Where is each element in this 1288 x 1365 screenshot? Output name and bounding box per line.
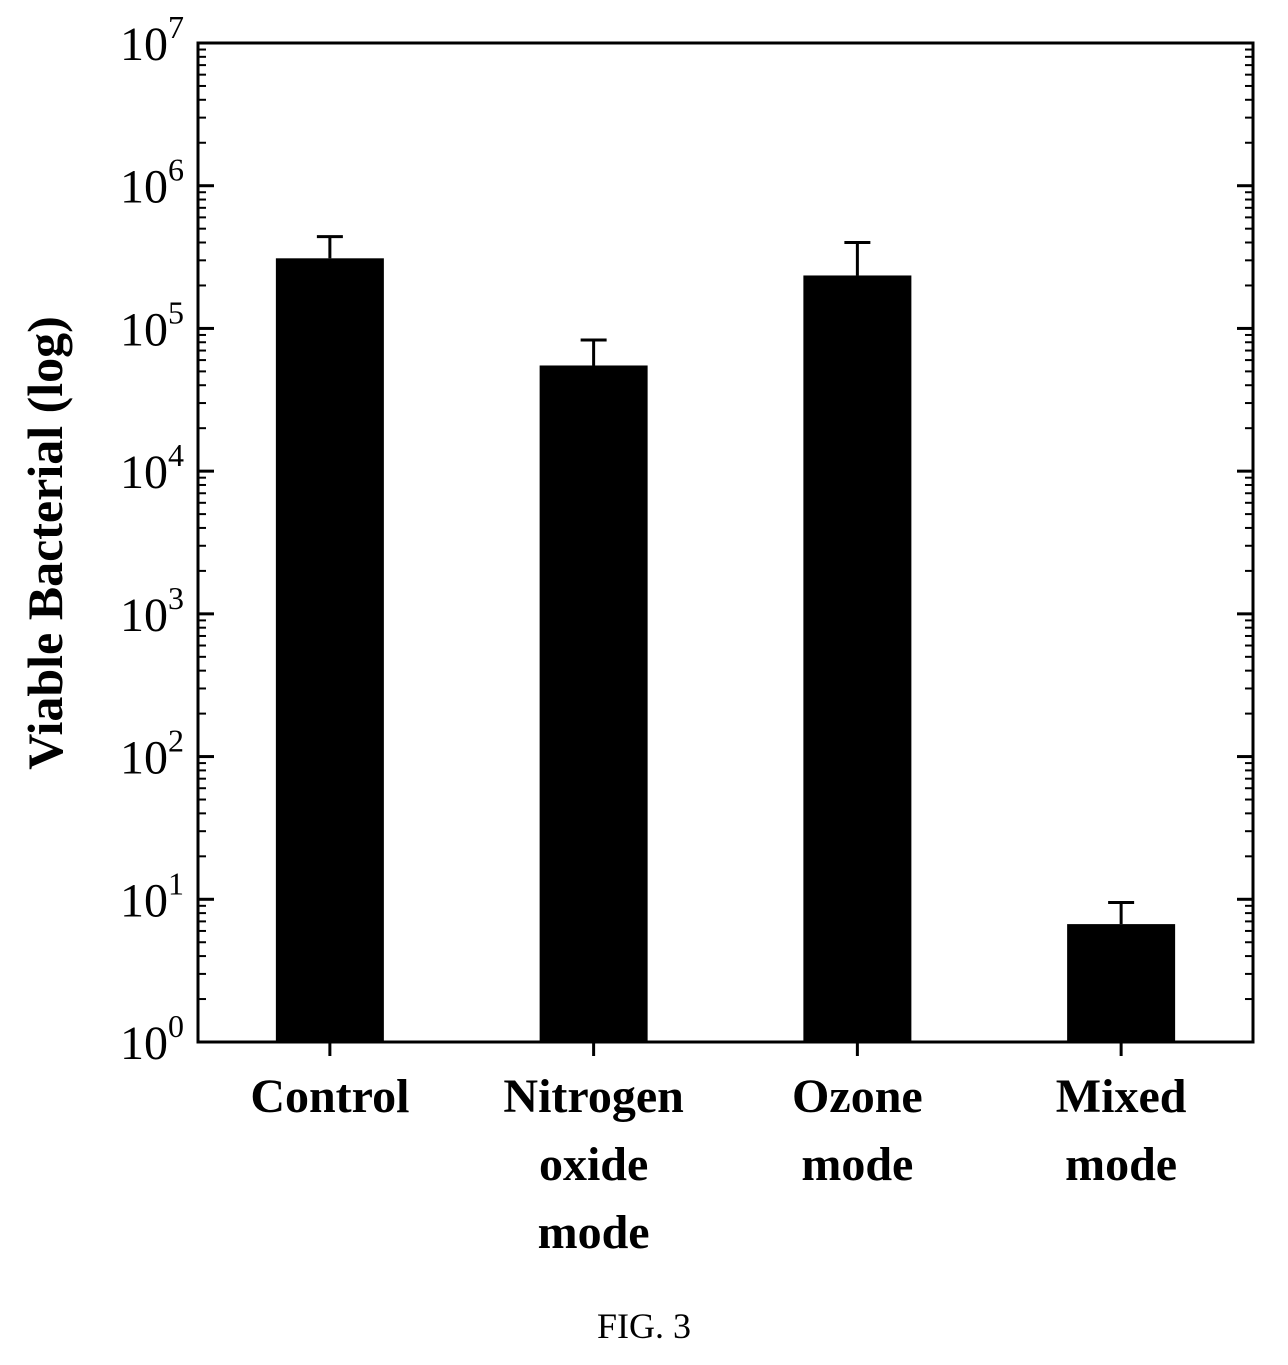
y-tick-label: 106 [120, 152, 184, 214]
plot-frame [196, 41, 1255, 1044]
y-tick-label: 104 [120, 437, 184, 499]
bar [275, 258, 384, 1043]
y-tick-label: 102 [120, 723, 184, 785]
y-tick-label: 100 [120, 1008, 184, 1070]
y-axis-label: Viable Bacterial (log) [17, 316, 73, 770]
x-tick-label: Nitrogen oxide mode [503, 1070, 683, 1259]
y-tick-label: 107 [120, 9, 184, 71]
bar [1067, 924, 1176, 1042]
bar-chart: 100 101 102 103 104 105 106 107 Control Nitrogen o… [17, 9, 1255, 1259]
y-tick-label: 105 [120, 294, 184, 356]
y-tick-label: 103 [120, 580, 184, 642]
plot-area: 100 101 102 103 104 105 106 107 Control Nitrogen o… [120, 9, 1255, 1259]
y-tick-label: 101 [120, 865, 184, 927]
x-tick-label: Control [250, 1070, 409, 1123]
bar [803, 275, 912, 1042]
bar [539, 365, 648, 1042]
x-tick-label: Mixed mode [1056, 1070, 1187, 1191]
figure-caption: FIG. 3 [596, 1306, 691, 1346]
x-tick-label: Ozone mode [792, 1070, 923, 1191]
